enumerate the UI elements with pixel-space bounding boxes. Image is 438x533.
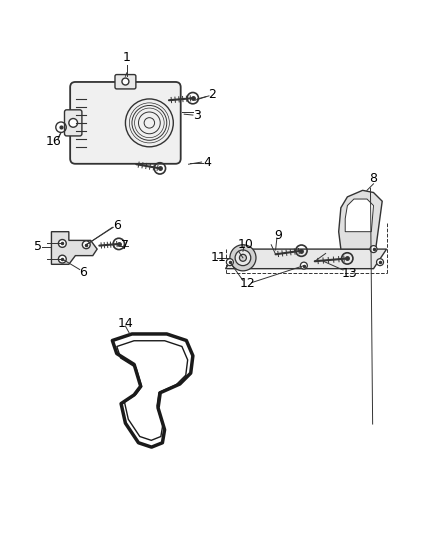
- Circle shape: [370, 246, 377, 253]
- Text: 6: 6: [113, 219, 120, 232]
- Text: 13: 13: [342, 266, 357, 279]
- Circle shape: [235, 250, 251, 265]
- Text: 12: 12: [240, 277, 255, 290]
- Circle shape: [58, 255, 66, 263]
- Circle shape: [58, 239, 66, 247]
- Polygon shape: [339, 190, 382, 249]
- FancyBboxPatch shape: [115, 75, 136, 89]
- Text: 5: 5: [34, 240, 42, 253]
- Polygon shape: [345, 199, 374, 232]
- Text: 3: 3: [193, 109, 201, 122]
- FancyBboxPatch shape: [64, 110, 82, 136]
- Circle shape: [377, 259, 384, 265]
- Text: 6: 6: [79, 265, 87, 279]
- Polygon shape: [51, 232, 97, 264]
- Text: 16: 16: [46, 135, 61, 148]
- Polygon shape: [226, 249, 387, 269]
- Circle shape: [82, 241, 90, 249]
- Text: 1: 1: [123, 51, 131, 64]
- Text: 8: 8: [370, 172, 378, 184]
- Circle shape: [240, 254, 247, 261]
- Circle shape: [230, 245, 256, 271]
- Text: 14: 14: [117, 317, 133, 329]
- Text: 11: 11: [211, 251, 227, 264]
- Text: 7: 7: [121, 239, 129, 252]
- Text: 2: 2: [208, 88, 216, 101]
- Circle shape: [300, 262, 307, 269]
- Circle shape: [226, 259, 233, 265]
- Text: 4: 4: [203, 156, 211, 169]
- Circle shape: [122, 78, 129, 85]
- FancyBboxPatch shape: [70, 82, 181, 164]
- Text: 9: 9: [274, 229, 282, 241]
- Circle shape: [69, 118, 78, 127]
- Text: 10: 10: [237, 238, 253, 251]
